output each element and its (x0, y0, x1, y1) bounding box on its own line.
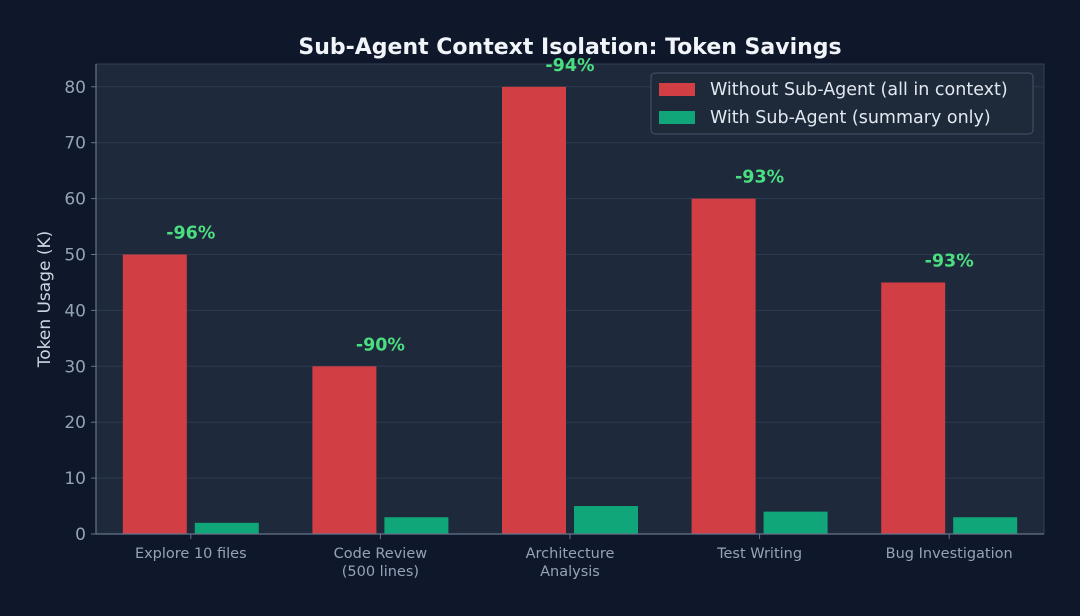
bar-with-sub-agent (953, 517, 1018, 534)
y-tick-label: 80 (64, 78, 86, 98)
savings-annotation: -96% (166, 224, 215, 244)
y-tick-label: 30 (64, 357, 86, 377)
y-tick-label: 60 (64, 190, 86, 210)
bar-with-sub-agent (574, 506, 638, 534)
x-tick-label-line: Code Review (334, 546, 428, 562)
savings-annotation: -90% (356, 335, 405, 355)
y-tick-label: 0 (75, 525, 86, 545)
legend-label: Without Sub-Agent (all in context) (710, 80, 1008, 100)
savings-annotation: -93% (925, 251, 974, 271)
y-axis-label: Token Usage (K) (35, 231, 55, 369)
legend-label: With Sub-Agent (summary only) (710, 108, 991, 128)
bar-without-sub-agent (881, 282, 946, 534)
bar-with-sub-agent (194, 522, 259, 534)
x-tick-label-line: Analysis (540, 564, 600, 580)
x-tick-label: Code Review (500 lines) (334, 546, 428, 580)
y-tick-label: 50 (64, 246, 86, 266)
x-tick-label-line: Explore 10 files (135, 546, 247, 562)
x-tick-label: Explore 10 files (135, 546, 247, 562)
legend: Without Sub-Agent (all in context) With S… (650, 72, 1034, 135)
savings-annotation: -93% (735, 168, 784, 188)
x-tick-label-line: Test Writing (716, 546, 802, 562)
bar-without-sub-agent (312, 366, 377, 534)
y-tick-label: 40 (64, 301, 86, 321)
bar-without-sub-agent (122, 254, 187, 534)
y-tick-label: 70 (64, 134, 86, 154)
x-tick-label-line: (500 lines) (342, 564, 419, 580)
legend-box (650, 72, 1034, 135)
savings-annotation: -94% (545, 56, 594, 76)
bar-without-sub-agent (502, 86, 566, 535)
x-tick-label-line: Architecture (526, 546, 615, 562)
x-tick-label: Test Writing (716, 546, 802, 562)
bar-with-sub-agent (763, 511, 828, 534)
x-tick-label-line: Bug Investigation (886, 546, 1013, 562)
legend-swatch (659, 111, 695, 124)
x-tick-label: Bug Investigation (886, 546, 1013, 562)
axes: 0 10 20 30 40 50 60 70 80 Explore 10 files Code Re… (64, 64, 1044, 580)
x-tick-label: Architecture Analysis (526, 546, 615, 580)
annotations: -96% -90% -94% -93% -93% (166, 56, 974, 355)
bar-without-sub-agent (691, 198, 756, 534)
y-tick-label: 10 (64, 469, 86, 489)
legend-swatch (659, 83, 695, 96)
chart-title: Sub-Agent Context Isolation: Token Savin… (298, 35, 841, 60)
y-tick-label: 20 (64, 413, 86, 433)
bars (122, 86, 1018, 535)
bar-with-sub-agent (384, 517, 449, 534)
